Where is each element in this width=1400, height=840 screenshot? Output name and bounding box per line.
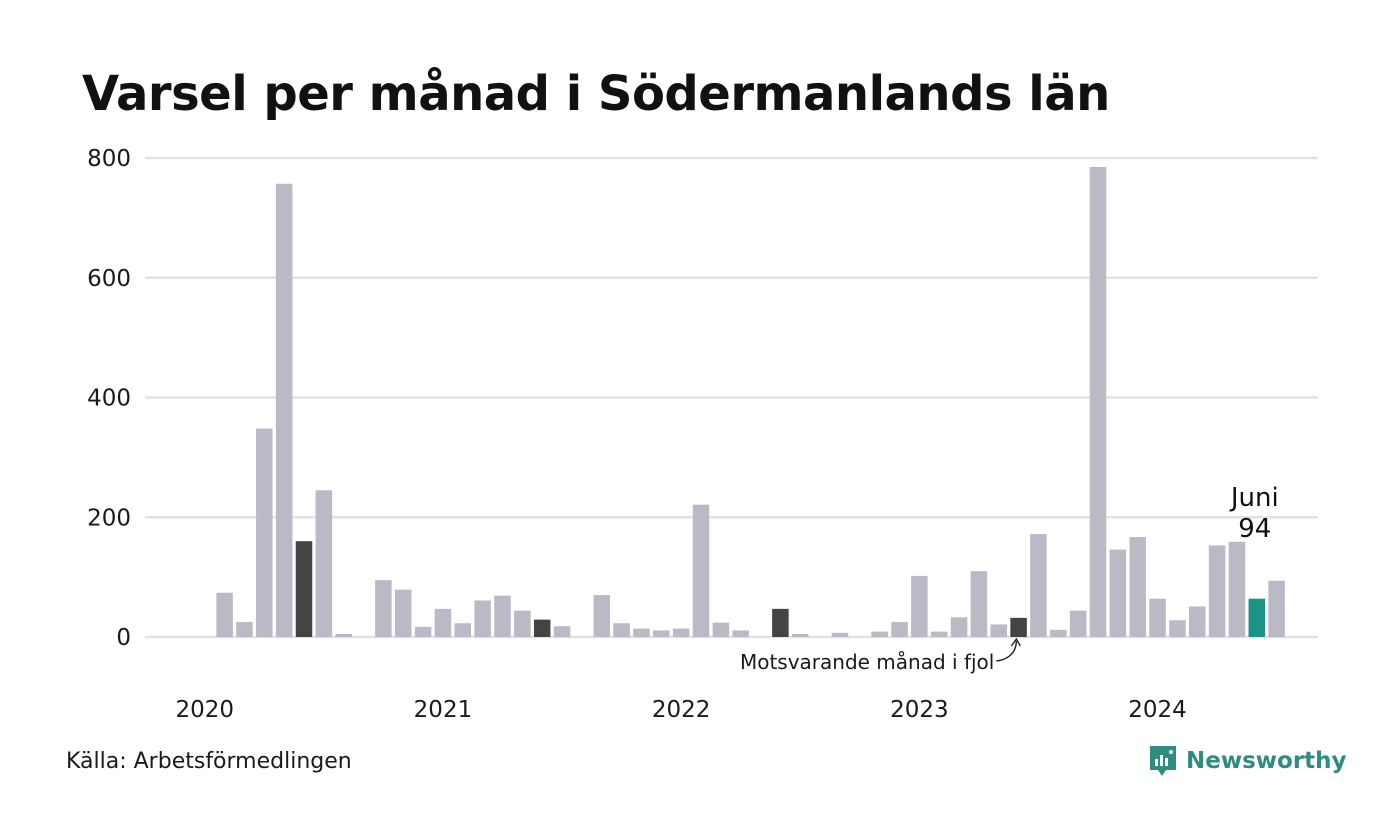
y-tick-label: 0	[116, 625, 131, 651]
x-tick-label: 2023	[890, 697, 949, 723]
x-tick-label: 2021	[414, 697, 473, 723]
highlight-value-label: 94	[1238, 514, 1271, 544]
bar	[256, 428, 273, 637]
bar	[1149, 598, 1166, 637]
newsworthy-logo-icon	[1150, 746, 1176, 776]
bar	[395, 589, 412, 637]
bar	[1109, 549, 1127, 637]
bar	[891, 622, 908, 637]
annotation-text: Motsvarande månad i fjol	[740, 650, 994, 674]
bar	[653, 630, 670, 637]
bar	[831, 632, 849, 637]
bar	[335, 634, 352, 637]
bar-highlight	[1248, 598, 1266, 637]
x-axis-ticks: 2020 2021 2022 2023 2024	[175, 697, 1186, 723]
bar	[275, 183, 293, 637]
bar	[1169, 620, 1186, 637]
bar	[1089, 166, 1107, 637]
bar	[434, 608, 452, 637]
source-note: Källa: Arbetsförmedlingen	[66, 749, 352, 774]
bar	[494, 595, 511, 637]
bar	[712, 622, 730, 637]
bar	[514, 610, 531, 637]
y-tick-label: 200	[87, 505, 131, 531]
bars	[216, 166, 1285, 637]
y-tick-label: 600	[87, 266, 131, 292]
brand: Newsworthy	[1148, 744, 1347, 778]
annotation-arrow	[996, 640, 1018, 662]
bar	[672, 628, 690, 637]
bar	[1208, 545, 1226, 637]
x-tick-label: 2020	[175, 697, 234, 723]
bar-same-month	[1010, 617, 1027, 637]
bar	[1069, 610, 1087, 637]
bar	[236, 622, 253, 637]
bar	[1129, 537, 1146, 637]
bar	[633, 628, 650, 637]
y-tick-label: 400	[87, 386, 131, 412]
bar	[1030, 534, 1047, 637]
bar-same-month	[533, 619, 551, 637]
bar	[970, 571, 988, 637]
x-tick-label: 2024	[1128, 697, 1187, 723]
bar	[1228, 541, 1246, 637]
bar	[216, 592, 233, 637]
bar	[593, 595, 610, 637]
bar	[911, 575, 928, 637]
chart-title: Varsel per månad i Södermanlands län	[82, 66, 1110, 122]
bar	[375, 580, 392, 637]
bar	[692, 504, 710, 637]
bar	[732, 630, 749, 637]
bar	[315, 490, 333, 637]
bar	[792, 634, 809, 637]
bar	[613, 623, 630, 637]
y-axis-ticks: 0 200 400 600 800	[87, 146, 131, 651]
bar	[930, 631, 948, 637]
brand-name: Newsworthy	[1186, 748, 1347, 774]
bar	[950, 617, 968, 637]
highlight-month-label: Juni	[1229, 483, 1279, 513]
y-tick-label: 800	[87, 146, 131, 172]
bar	[1268, 580, 1285, 637]
bar	[474, 600, 491, 637]
bar	[454, 623, 472, 637]
bar-same-month	[295, 541, 313, 637]
bar-same-month	[772, 608, 789, 637]
bar	[414, 626, 432, 637]
bar	[1050, 629, 1067, 637]
annotation-arrowhead	[1010, 637, 1021, 647]
bar	[990, 624, 1007, 637]
x-tick-label: 2022	[652, 697, 711, 723]
bar	[871, 631, 888, 637]
bar	[553, 626, 571, 637]
bar	[1189, 606, 1206, 637]
